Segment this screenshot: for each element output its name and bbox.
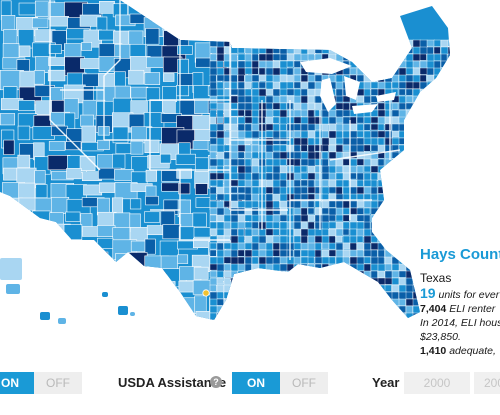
renter-text: ELI renter bbox=[446, 303, 496, 315]
usda-assistance-label: USDA Assistance bbox=[118, 375, 227, 390]
units-text: units for ever bbox=[435, 289, 500, 301]
income-line: In 2014, ELI hous bbox=[420, 317, 500, 329]
units-value: 19 bbox=[420, 285, 436, 301]
controls-bar: ON OFF USDA Assistance ? ON OFF Year 200… bbox=[0, 372, 500, 402]
adequate-value: 1,410 bbox=[420, 345, 447, 357]
map-area[interactable] bbox=[0, 0, 500, 340]
year-option-next[interactable]: 200 bbox=[474, 372, 500, 394]
county-info-panel: Hays County, Texas 19 units for ever 7,4… bbox=[420, 246, 500, 364]
usda-off-button[interactable]: OFF bbox=[280, 372, 328, 394]
county-name: Hays County, bbox=[420, 246, 500, 263]
year-label: Year bbox=[372, 375, 400, 390]
us-county-map[interactable] bbox=[0, 0, 500, 340]
selected-county-marker-layer bbox=[202, 289, 210, 297]
adequate-text: adequate, bbox=[446, 345, 496, 357]
year-option-2000[interactable]: 2000 bbox=[404, 372, 470, 394]
renter-value: 7,404 bbox=[420, 303, 447, 315]
toggle1-on-button[interactable]: ON bbox=[0, 372, 34, 394]
county-state: Texas bbox=[420, 271, 452, 285]
toggle1-off-button[interactable]: OFF bbox=[34, 372, 82, 394]
state-borders bbox=[49, 0, 401, 260]
usda-on-button[interactable]: ON bbox=[232, 372, 280, 394]
alaska-hawaii-fragments bbox=[0, 258, 135, 324]
income-value-line: $23,850. bbox=[420, 331, 461, 343]
help-icon[interactable]: ? bbox=[210, 376, 222, 388]
selected-county-marker[interactable] bbox=[202, 289, 210, 297]
